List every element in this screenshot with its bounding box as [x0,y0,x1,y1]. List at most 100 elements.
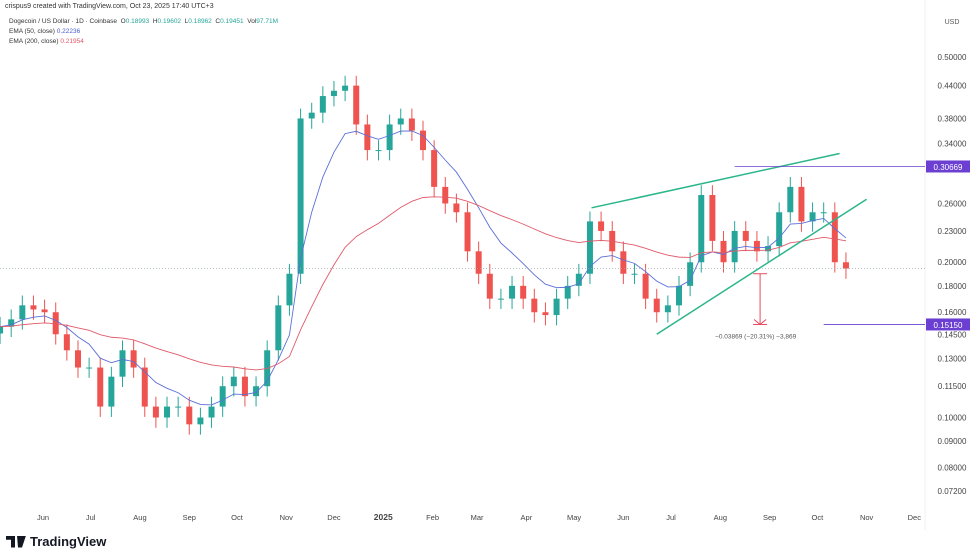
candle-body [375,150,382,152]
ema50-legend[interactable]: EMA (50, close) 0.22236 [9,28,80,35]
candle-body [330,90,337,97]
chart-credit: crispus9 created with TradingView.com, O… [5,3,214,10]
candle-body [553,298,560,316]
x-tick-label: Jun [37,513,49,522]
candle-body [30,305,37,310]
candle-body [241,376,248,397]
y-tick-label: 0.20000 [938,258,967,267]
candle-body [453,203,460,213]
candle-body [108,376,115,407]
y-tick-label: 0.50000 [938,53,967,62]
candle-body [620,251,627,274]
candle-body [119,350,126,377]
candle-body [586,221,593,274]
x-tick-label: Aug [714,513,727,522]
candle-body [776,212,783,247]
y-tick-label: 0.34000 [938,139,967,148]
candle-body [842,262,849,269]
x-tick-label: Oct [231,513,244,522]
candle-body [509,285,516,299]
x-tick-label: Dec [327,513,341,522]
candle-body [253,386,260,397]
candle-body [308,112,315,119]
candle-body [97,367,104,407]
candle-body [575,273,582,286]
candle-body [598,221,605,231]
candle-body [765,246,772,252]
symbol-legend: Dogecoin / US Dollar · 1D · Coinbase O 0.… [9,18,278,25]
candle-body [753,240,760,252]
x-tick-label: Nov [860,513,874,522]
x-tick-label: May [567,513,581,522]
candle-body [386,124,393,151]
candle-body [809,212,816,222]
close-label: C [215,18,221,25]
price-chart[interactable]: USD 0.50000 0.44000 0.38000 0.34000 0.26000 0.… [0,0,979,530]
x-tick-label: Jul [666,513,676,522]
y-tick-label: 0.13000 [938,355,967,364]
x-tick-label: Dec [908,513,922,522]
y-tick-label: 0.18000 [938,282,967,291]
price-level-badge [926,160,970,173]
candle-body [408,118,415,131]
candle-body [442,186,449,204]
x-tick-label: Sep [183,513,196,522]
open-label: O [120,18,126,25]
x-tick-label: Nov [280,513,294,522]
high-value: 0.19602 [157,18,182,25]
x-tick-label: Apr [521,513,533,522]
candle-body [74,350,81,368]
candle-body [631,273,638,275]
volume-value: 97.71M [256,18,278,25]
candle-body [63,334,70,351]
candle-body [0,326,4,334]
x-tick-label: 2025 [374,512,393,522]
close-value: 0.19451 [220,18,244,25]
y-tick-label: 0.10000 [938,414,967,423]
ema200-legend[interactable]: EMA (200, close) 0.21954 [9,38,84,45]
x-tick-label: Jul [86,513,96,522]
candle-body [564,285,571,299]
candle-body [687,262,694,286]
low-value: 0.18962 [188,18,212,25]
candle-body [219,386,226,407]
ema50-label: EMA (50, close) [9,28,55,35]
y-tick-label: 0.26000 [938,199,967,208]
candle-body [152,406,159,418]
candle-body [731,230,738,263]
lower-trendline [656,198,868,335]
volume-label: Vol [247,18,257,25]
candle-body [364,124,371,151]
x-tick-label: Mar [471,513,484,522]
candle-body [230,376,237,387]
y-axis-unit: USD [945,19,960,26]
candle-body [420,130,427,151]
candle-body [41,309,48,313]
candle-body [497,298,504,300]
candle-body [531,298,538,313]
candle-body [831,212,838,263]
high-label: H [152,18,158,25]
brand-name: TradingView [30,534,107,549]
symbol-title[interactable]: Dogecoin / US Dollar · 1D · Coinbase [9,18,118,25]
candle-body [787,186,794,213]
ema50-line [0,130,847,406]
y-tick-label: 0.07200 [938,487,967,496]
candle-body [186,406,193,425]
candle-body [431,150,438,187]
y-tick-label: 0.16000 [938,308,967,317]
candle-body [653,298,660,313]
candle-body [353,85,360,125]
tradingview-logo[interactable]: TradingView [6,534,106,549]
candle-body [698,195,705,263]
ema200-label: EMA (200, close) [9,38,59,45]
candle-body [130,350,137,368]
candle-body [676,285,682,306]
price-level-label: 0.15150 [934,321,963,330]
y-tick-label: 0.11500 [938,382,967,391]
price-level-badge [926,318,970,331]
candle-body [164,406,171,418]
candle-body [720,240,727,263]
candle-body [820,212,827,214]
candle-body [286,273,293,306]
